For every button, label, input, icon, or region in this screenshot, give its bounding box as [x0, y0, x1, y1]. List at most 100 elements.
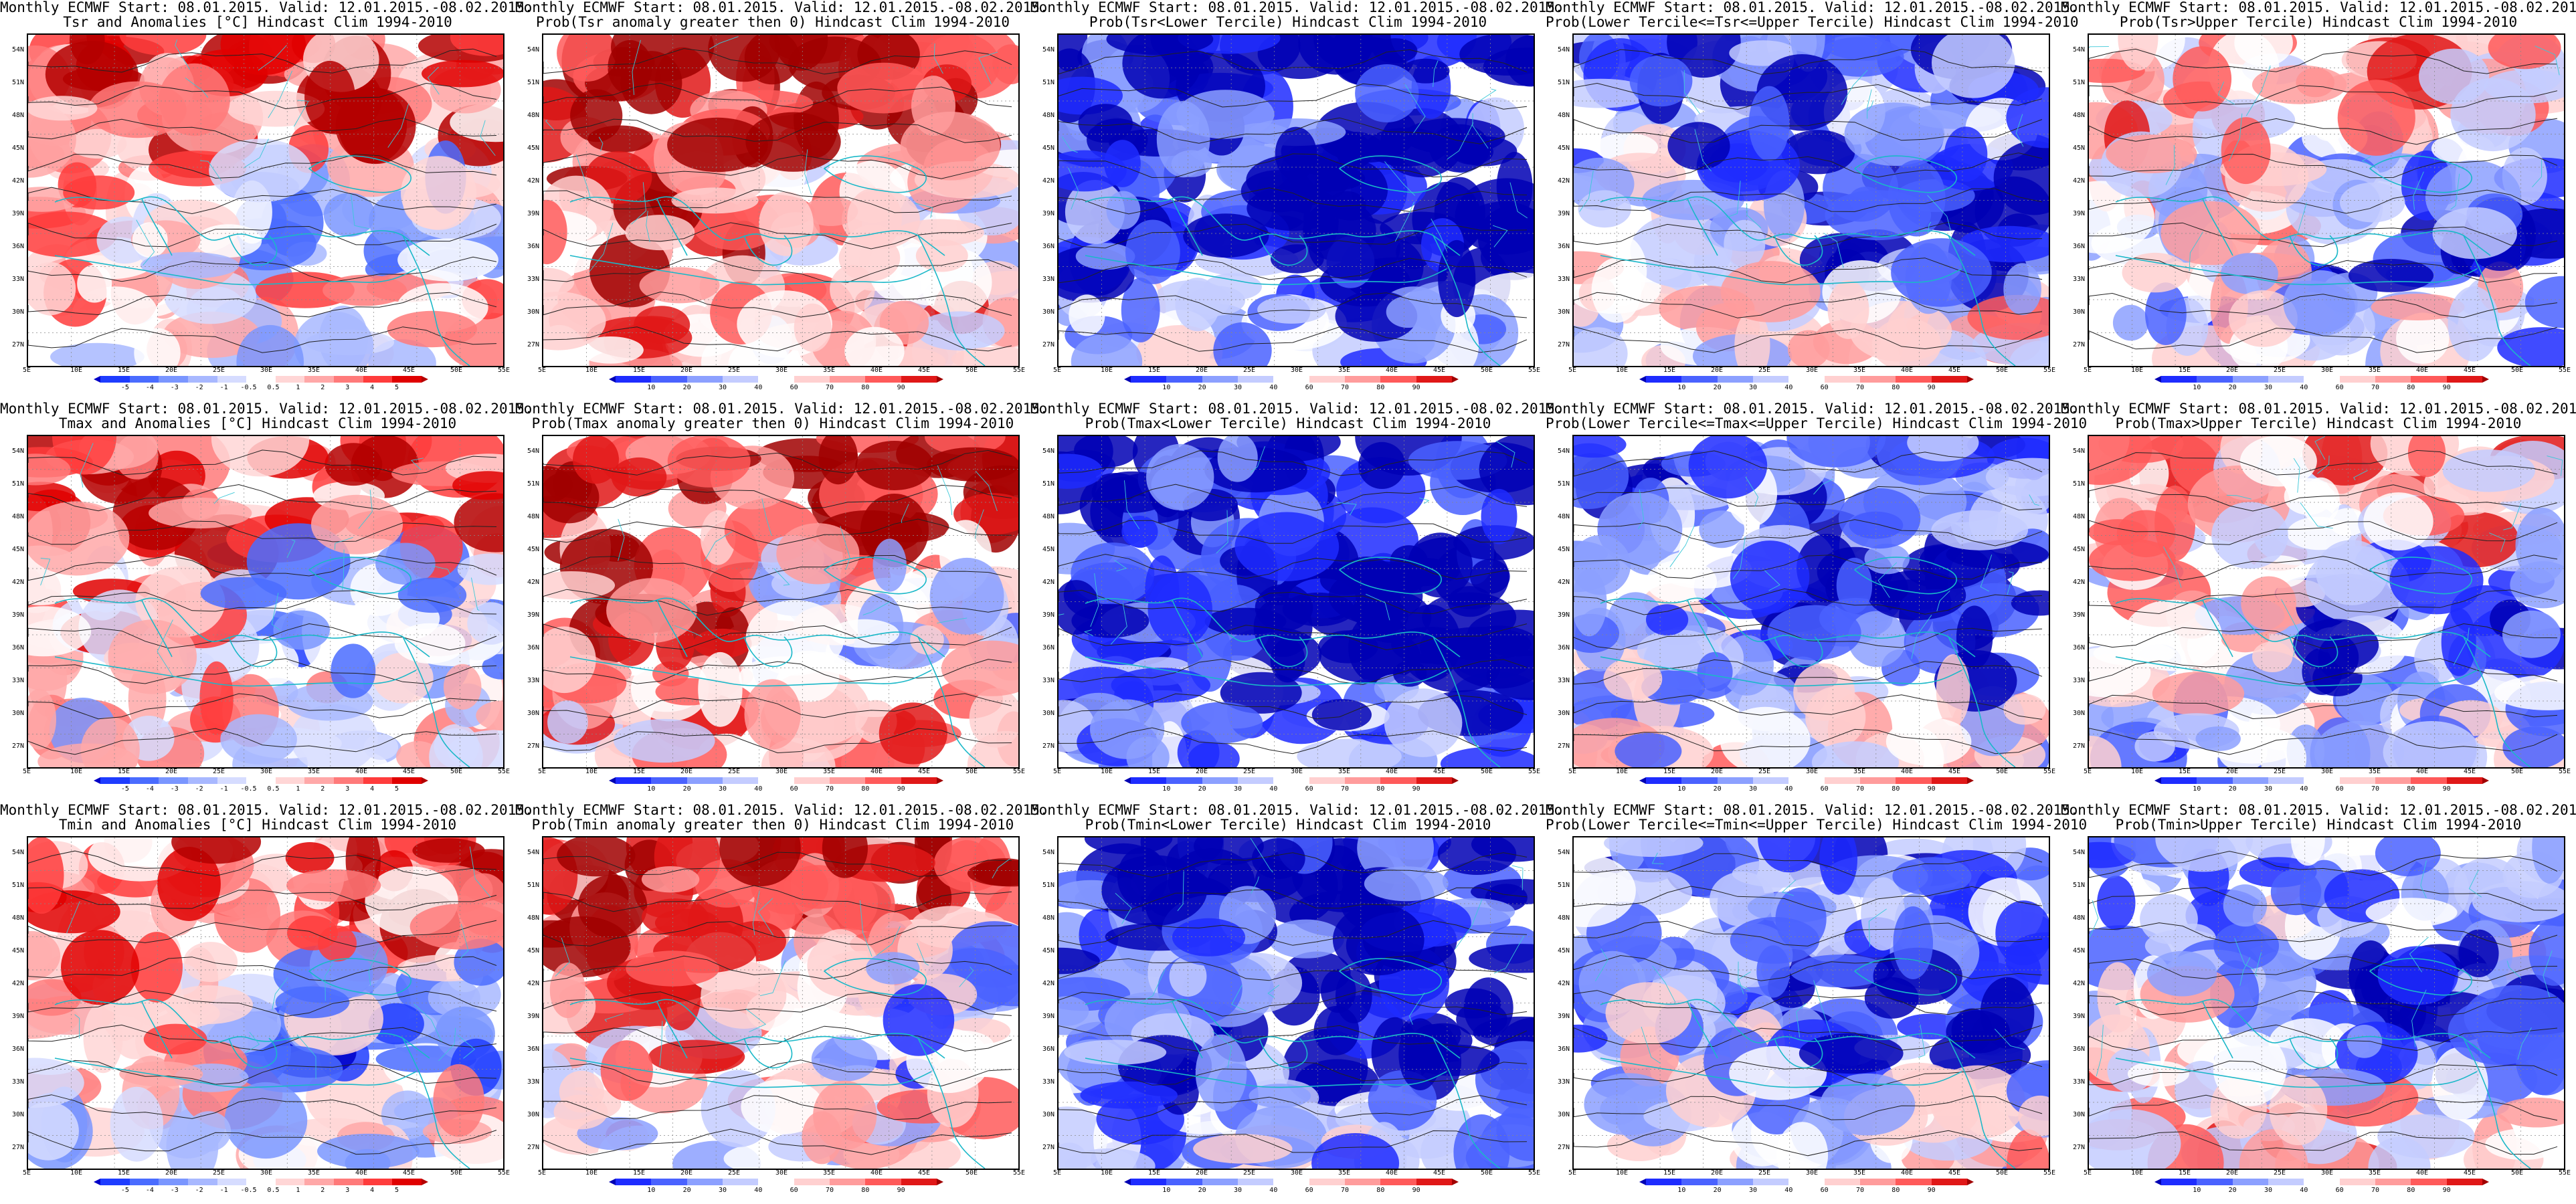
- colorbar-tick-label: 90: [1927, 384, 1936, 391]
- latitude-label: 48N: [1557, 112, 1570, 119]
- colorbar-tick-label: 60: [790, 785, 798, 793]
- longitude-label: 30E: [1806, 768, 1819, 775]
- colorbar-tick-label: 70: [1855, 785, 1865, 793]
- colorbar-tick-label: 70: [1340, 1187, 1350, 1194]
- colorbar-tick-label: 3: [345, 1187, 350, 1194]
- longitude-label: 25E: [728, 768, 741, 775]
- panel-subtitle: Prob(Tmin<Lower Tercile) Hindcast Clim 1…: [1085, 817, 1491, 833]
- latitude-label: 33N: [1557, 276, 1570, 283]
- colorbar-swatch: [1345, 777, 1381, 784]
- longitude-label: 45E: [1948, 1169, 1961, 1177]
- colorbar-tick-label: 90: [2442, 785, 2451, 793]
- colorbar-swatch: [159, 1179, 188, 1185]
- longitude-label: 15E: [1663, 768, 1676, 775]
- colorbar-swatch: [217, 376, 247, 383]
- latitude-label: 45N: [2072, 546, 2085, 553]
- colorbar-swatch: [246, 1179, 276, 1185]
- colorbar-tick-label: 10: [1677, 785, 1686, 793]
- colorbar-swatch: [901, 777, 937, 784]
- longitude-label: 20E: [680, 1169, 693, 1177]
- colorbar-swatch: [1273, 777, 1309, 784]
- longitude-label: 5E: [2084, 768, 2092, 775]
- colorbar-tick-label: 70: [1340, 785, 1350, 793]
- latitude-label: 51N: [527, 882, 539, 889]
- latitude-label: 33N: [2072, 276, 2085, 283]
- colorbar-swatch: [1717, 376, 1753, 383]
- longitude-label: 40E: [355, 1169, 368, 1177]
- colorbar-max-arrow: [422, 777, 428, 784]
- colorbar-swatch: [1681, 777, 1718, 784]
- map-area: [1057, 33, 1535, 367]
- colorbar-swatch: [758, 777, 794, 784]
- colorbar-swatch: [2411, 376, 2447, 383]
- latitude-label: 45N: [11, 546, 24, 553]
- longitude-label: 20E: [680, 367, 693, 374]
- latitude-label: 36N: [11, 243, 24, 250]
- longitude-label: 35E: [1338, 367, 1351, 374]
- colorbar-swatch: [794, 1179, 830, 1185]
- colorbar-tick-label: 10: [647, 1187, 656, 1194]
- colorbar-max-arrow: [2482, 1179, 2489, 1185]
- longitude-label: 5E: [1568, 768, 1577, 775]
- forecast-panel: Monthly ECMWF Start: 08.01.2015. Valid: …: [515, 0, 1048, 401]
- colorbar-swatch: [159, 777, 188, 784]
- longitude-label: 10E: [1101, 367, 1113, 374]
- longitude-label: 20E: [1196, 367, 1208, 374]
- longitude-label: 45E: [918, 768, 931, 775]
- colorbar-tick-label: 70: [1855, 1187, 1865, 1194]
- colorbar-swatch: [187, 376, 217, 383]
- colorbar-tick-label: 20: [2228, 1187, 2237, 1194]
- longitude-label: 45E: [918, 1169, 931, 1177]
- latitude-label: 30N: [527, 308, 539, 316]
- latitude-label: 33N: [11, 677, 24, 684]
- map-area: [27, 33, 504, 367]
- longitude-label: 40E: [2416, 367, 2429, 374]
- colorbar-min-arrow: [609, 376, 616, 383]
- colorbar: 10 20 30 40 60 70 80 90: [609, 1179, 943, 1194]
- longitude-label: 20E: [1196, 768, 1208, 775]
- longitude-label: 45E: [2464, 768, 2476, 775]
- longitude-label: 25E: [2274, 367, 2286, 374]
- longitude-label: 50E: [450, 1169, 463, 1177]
- colorbar-swatch: [392, 777, 422, 784]
- latitude-label: 30N: [11, 308, 24, 316]
- forecast-panel: Monthly ECMWF Start: 08.01.2015. Valid: …: [1030, 0, 1564, 401]
- longitude-label: 35E: [1338, 768, 1351, 775]
- longitude-label: 55E: [2559, 1169, 2571, 1177]
- panel-title-line1: Monthly ECMWF Start: 08.01.2015. Valid: …: [2061, 401, 2576, 417]
- latitude-label: 27N: [11, 742, 24, 750]
- colorbar-tick-label: 70: [825, 1187, 834, 1194]
- panel-subtitle: Prob(Lower Tercile<=Tmax<=Upper Tercile)…: [1546, 415, 2088, 431]
- longitude-label: 50E: [2511, 1169, 2524, 1177]
- longitude-label: 10E: [1101, 768, 1113, 775]
- colorbar-swatch: [865, 376, 901, 383]
- colorbar-swatch: [1717, 1179, 1753, 1185]
- longitude-label: 45E: [403, 1169, 416, 1177]
- colorbar-tick-label: 10: [2193, 384, 2201, 391]
- longitude-label: 25E: [728, 367, 741, 374]
- latitude-label: 33N: [1042, 276, 1054, 283]
- latitude-label: 30N: [527, 1111, 539, 1118]
- longitude-label: 10E: [585, 1169, 598, 1177]
- longitude-label: 55E: [498, 768, 511, 775]
- latitude-label: 39N: [1042, 611, 1054, 619]
- longitude-label: 5E: [538, 367, 547, 374]
- colorbar-swatch: [1416, 1179, 1452, 1185]
- latitude-label: 27N: [1042, 742, 1054, 750]
- map-field: [2089, 837, 2564, 1169]
- panel-title: Monthly ECMWF Start: 08.01.2015. Valid: …: [1030, 401, 1564, 431]
- colorbar-swatch: [2268, 1179, 2304, 1185]
- colorbar-swatch: [2339, 1179, 2375, 1185]
- colorbar-tick-label: 5: [395, 1187, 399, 1194]
- colorbar-swatch: [187, 777, 217, 784]
- longitude-label: 35E: [308, 768, 320, 775]
- longitude-label: 15E: [1663, 1169, 1676, 1177]
- longitude-label: 20E: [165, 367, 178, 374]
- colorbar-swatch: [304, 1179, 335, 1185]
- colorbar-tick-label: 20: [682, 785, 691, 793]
- map-area: [27, 435, 504, 769]
- panel-title: Monthly ECMWF Start: 08.01.2015. Valid: …: [1030, 803, 1564, 833]
- colorbar-swatch: [651, 376, 687, 383]
- latitude-label: 42N: [11, 980, 24, 987]
- colorbar-tick-label: 30: [718, 384, 727, 391]
